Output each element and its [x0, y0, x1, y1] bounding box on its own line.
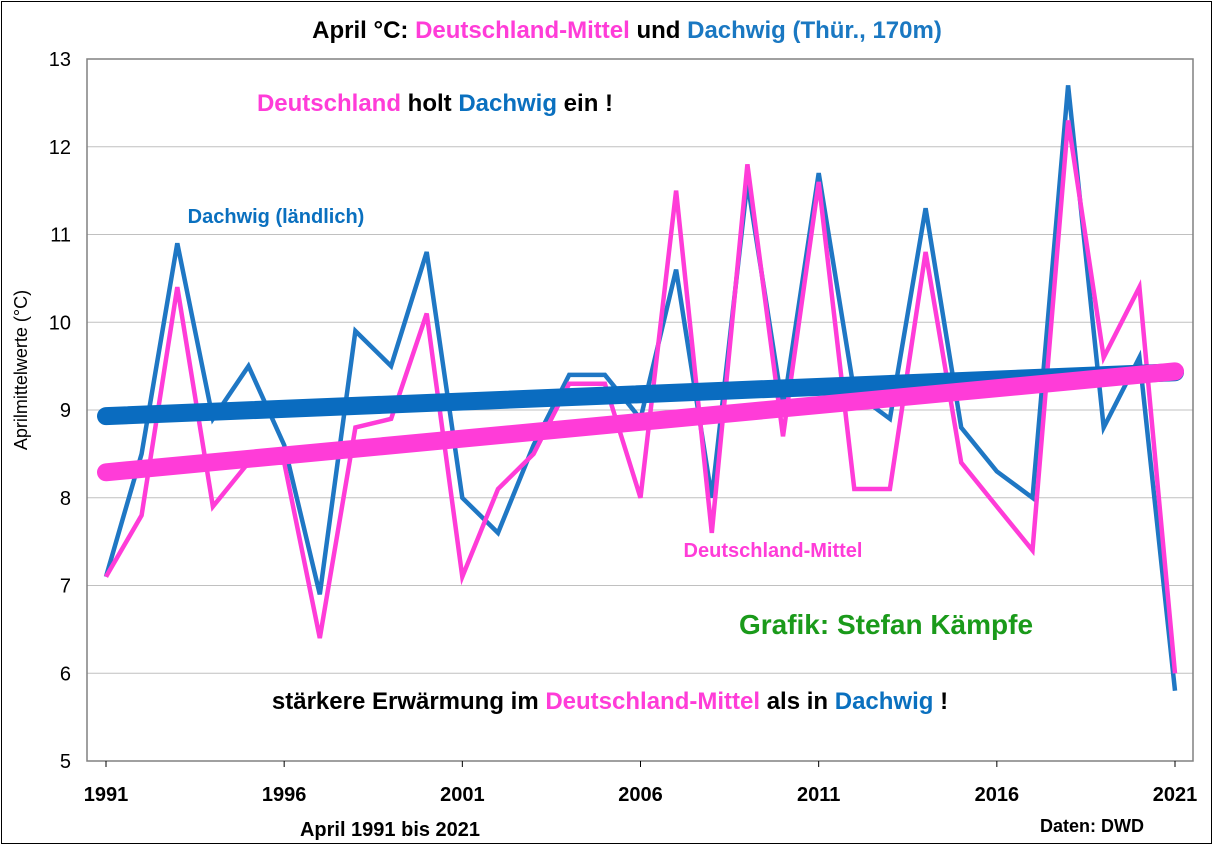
y-tick-label: 5: [60, 751, 71, 773]
text-segment: als in: [760, 688, 835, 715]
credit-annotation: Grafik: Stefan Kämpfe: [739, 609, 1033, 640]
series-label-deutschland-mittel: Deutschland-Mittel: [684, 540, 863, 562]
text-segment: Deutschland-Mittel: [415, 17, 630, 44]
text-segment: Deutschland-Mittel: [545, 688, 760, 715]
headline-annotation: Deutschland holt Dachwig ein !: [257, 90, 613, 117]
text-segment: April °C:: [312, 17, 415, 44]
y-tick-label: 11: [50, 225, 71, 247]
text-segment: !: [933, 688, 948, 715]
y-tick-label: 7: [60, 576, 71, 598]
y-tick-label: 12: [49, 137, 71, 159]
y-tick-label: 8: [60, 488, 71, 510]
x-tick-label: 2011: [797, 784, 840, 806]
source-note: Daten: DWD: [1040, 816, 1144, 836]
y-tick-label: 6: [60, 663, 71, 685]
text-segment: und: [630, 17, 687, 44]
x-tick-label: 2001: [440, 784, 485, 806]
trend-line-deutschland-mittel: [97, 362, 1184, 482]
text-segment: Deutschland: [257, 90, 401, 117]
trend-layer: [97, 362, 1184, 482]
y-tick-label: 10: [49, 312, 71, 334]
text-segment: Dachwig: [458, 90, 557, 117]
text-segment: Dachwig (Thür., 170m): [687, 17, 942, 44]
y-tick-label: 13: [49, 49, 71, 71]
axis-layer: 5 6 7 8 9 10 11 12 13 1991 1996 2001 2006 2011 2016 202…: [49, 49, 1198, 806]
x-axis-title: April 1991 bis 2021: [300, 819, 480, 841]
text-segment: holt: [401, 90, 458, 117]
x-tick-label: 1991: [84, 784, 129, 806]
text-segment: stärkere Erwärmung im: [272, 688, 545, 715]
y-tick-label: 9: [60, 400, 71, 422]
bottom-note-annotation: stärkere Erwärmung im Deutschland-Mittel…: [272, 688, 948, 715]
x-tick-label: 2021: [1153, 784, 1198, 806]
chart-title: April °C: Deutschland-Mittel und Dachwig…: [312, 17, 942, 44]
x-tick-label: 2006: [618, 784, 663, 806]
text-segment: Dachwig: [835, 688, 934, 715]
text-segment: ein !: [557, 90, 613, 117]
series-label-dachwig: Dachwig (ländlich): [188, 206, 365, 228]
y-axis-title: Aprilmittelwerte (°C): [11, 290, 31, 450]
text-layer: April °C: Deutschland-Mittel und Dachwig…: [11, 17, 1144, 841]
x-tick-label: 1996: [262, 784, 307, 806]
x-tick-label: 2016: [975, 784, 1020, 806]
